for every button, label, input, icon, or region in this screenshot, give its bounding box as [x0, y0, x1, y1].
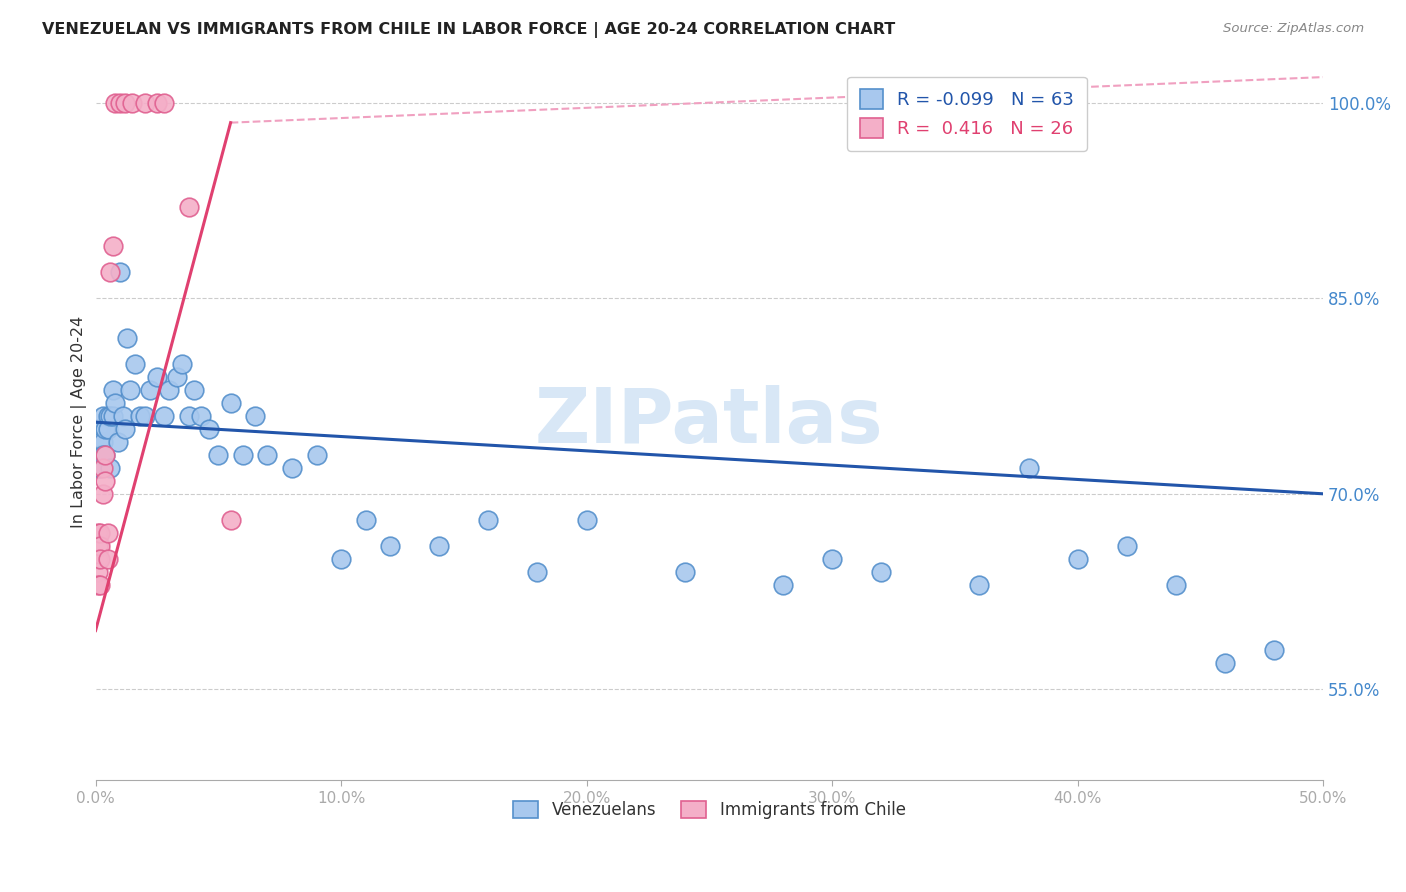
Point [91, 460, 114, 475]
Point [94, 474, 117, 488]
Point [94, 422, 117, 436]
Point [526, 799, 548, 814]
Point [91, 409, 114, 423]
Point [107, 434, 129, 449]
Point [1018, 460, 1040, 475]
Point [177, 409, 200, 423]
Text: ZIPatlas: ZIPatlas [536, 385, 883, 459]
Point [111, 409, 134, 423]
Point [157, 383, 180, 397]
Point [197, 422, 219, 436]
Point [1115, 539, 1137, 553]
Point [1263, 643, 1285, 657]
Point [97, 409, 120, 423]
Point [673, 565, 696, 579]
Point [128, 409, 150, 423]
Point [91, 448, 114, 462]
Point [146, 369, 169, 384]
Point [232, 448, 254, 462]
Point [183, 383, 205, 397]
Point [89, 552, 111, 566]
Point [219, 395, 242, 409]
Point [121, 96, 143, 111]
Text: VENEZUELAN VS IMMIGRANTS FROM CHILE IN LABOR FORCE | AGE 20-24 CORRELATION CHART: VENEZUELAN VS IMMIGRANTS FROM CHILE IN L… [42, 22, 896, 38]
Point [124, 357, 146, 371]
Point [134, 409, 156, 423]
Point [98, 265, 121, 279]
Point [97, 552, 120, 566]
Point [89, 539, 111, 553]
Point [87, 578, 110, 592]
Point [91, 434, 114, 449]
Point [153, 409, 176, 423]
Legend: Venezuelans, Immigrants from Chile: Venezuelans, Immigrants from Chile [506, 794, 912, 826]
Point [89, 525, 111, 540]
Point [134, 96, 156, 111]
Point [104, 96, 127, 111]
Point [97, 422, 120, 436]
Point [870, 565, 893, 579]
Point [427, 539, 450, 553]
Point [98, 460, 121, 475]
Point [89, 578, 111, 592]
Point [114, 422, 136, 436]
Point [87, 565, 110, 579]
Point [330, 552, 353, 566]
Point [114, 96, 136, 111]
Point [1213, 656, 1236, 670]
Point [87, 422, 110, 436]
Point [108, 265, 131, 279]
Point [89, 448, 111, 462]
Point [87, 525, 110, 540]
Point [821, 552, 844, 566]
Point [101, 383, 124, 397]
Point [380, 539, 402, 553]
Point [354, 513, 377, 527]
Point [87, 552, 110, 566]
Point [87, 460, 110, 475]
Point [89, 422, 111, 436]
Point [98, 409, 121, 423]
Point [104, 395, 127, 409]
Point [101, 239, 124, 253]
Point [1066, 552, 1088, 566]
Point [146, 96, 169, 111]
Point [117, 330, 139, 344]
Point [89, 434, 111, 449]
Point [94, 448, 117, 462]
Point [118, 383, 141, 397]
Point [108, 96, 131, 111]
Text: Source: ZipAtlas.com: Source: ZipAtlas.com [1223, 22, 1364, 36]
Point [166, 369, 188, 384]
Point [190, 409, 212, 423]
Point [89, 460, 111, 475]
Point [1164, 578, 1187, 592]
Point [772, 578, 794, 592]
Point [477, 513, 499, 527]
Point [91, 487, 114, 501]
Point [97, 525, 120, 540]
Point [526, 565, 548, 579]
Point [256, 448, 278, 462]
Point [177, 200, 200, 214]
Point [305, 448, 328, 462]
Point [207, 448, 229, 462]
Point [243, 409, 266, 423]
Point [87, 539, 110, 553]
Point [87, 448, 110, 462]
Point [94, 448, 117, 462]
Point [969, 578, 991, 592]
Point [101, 409, 124, 423]
Y-axis label: In Labor Force | Age 20-24: In Labor Force | Age 20-24 [72, 316, 87, 528]
Point [153, 96, 176, 111]
Point [219, 513, 242, 527]
Point [138, 383, 160, 397]
Point [170, 357, 193, 371]
Point [575, 513, 598, 527]
Point [281, 460, 304, 475]
